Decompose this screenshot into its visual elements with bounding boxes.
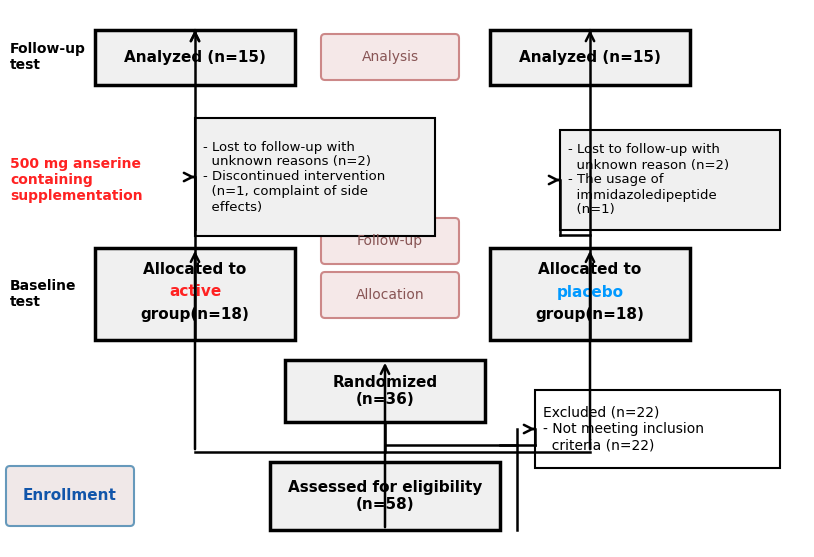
Text: - Lost to follow-up with
  unknown reason (n=2)
- The usage of
  immidazoledipep: - Lost to follow-up with unknown reason … [568, 144, 729, 217]
Text: group(n=18): group(n=18) [141, 306, 249, 321]
Bar [95, 248, 295, 340]
Text: Excluded (n=22)
- Not meeting inclusion
  criteria (n=22): Excluded (n=22) - Not meeting inclusion … [543, 406, 704, 452]
Text: - Lost to follow-up with
  unknown reasons (n=2)
- Discontinued intervention
  (: - Lost to follow-up with unknown reasons… [203, 140, 385, 213]
Text: Analyzed (n=15): Analyzed (n=15) [519, 50, 661, 65]
FancyBboxPatch shape [321, 218, 459, 264]
Text: Assessed for eligibility
(n=58): Assessed for eligibility (n=58) [288, 480, 482, 512]
Bar [490, 30, 690, 85]
Text: active: active [168, 285, 221, 300]
Bar [560, 130, 780, 230]
FancyBboxPatch shape [6, 466, 134, 526]
Text: Baseline
test: Baseline test [10, 279, 77, 309]
Bar [270, 462, 500, 530]
Text: Enrollment: Enrollment [23, 488, 117, 504]
Text: Allocated to: Allocated to [538, 262, 641, 277]
Text: group(n=18): group(n=18) [536, 306, 645, 321]
Text: Follow-up: Follow-up [357, 234, 423, 248]
FancyBboxPatch shape [321, 272, 459, 318]
Text: Allocation: Allocation [356, 288, 424, 302]
Bar [285, 360, 485, 422]
Text: 500 mg anserine
containing
supplementation: 500 mg anserine containing supplementati… [10, 157, 142, 203]
Text: Randomized
(n=36): Randomized (n=36) [332, 375, 438, 407]
Bar [535, 390, 780, 468]
FancyBboxPatch shape [321, 34, 459, 80]
Text: Analysis: Analysis [361, 50, 418, 64]
Bar [95, 30, 295, 85]
Text: placebo: placebo [557, 285, 624, 300]
Text: Analyzed (n=15): Analyzed (n=15) [124, 50, 266, 65]
Text: Follow-up
test: Follow-up test [10, 42, 85, 72]
Text: Allocated to: Allocated to [143, 262, 247, 277]
Bar [490, 248, 690, 340]
Bar [195, 118, 435, 236]
